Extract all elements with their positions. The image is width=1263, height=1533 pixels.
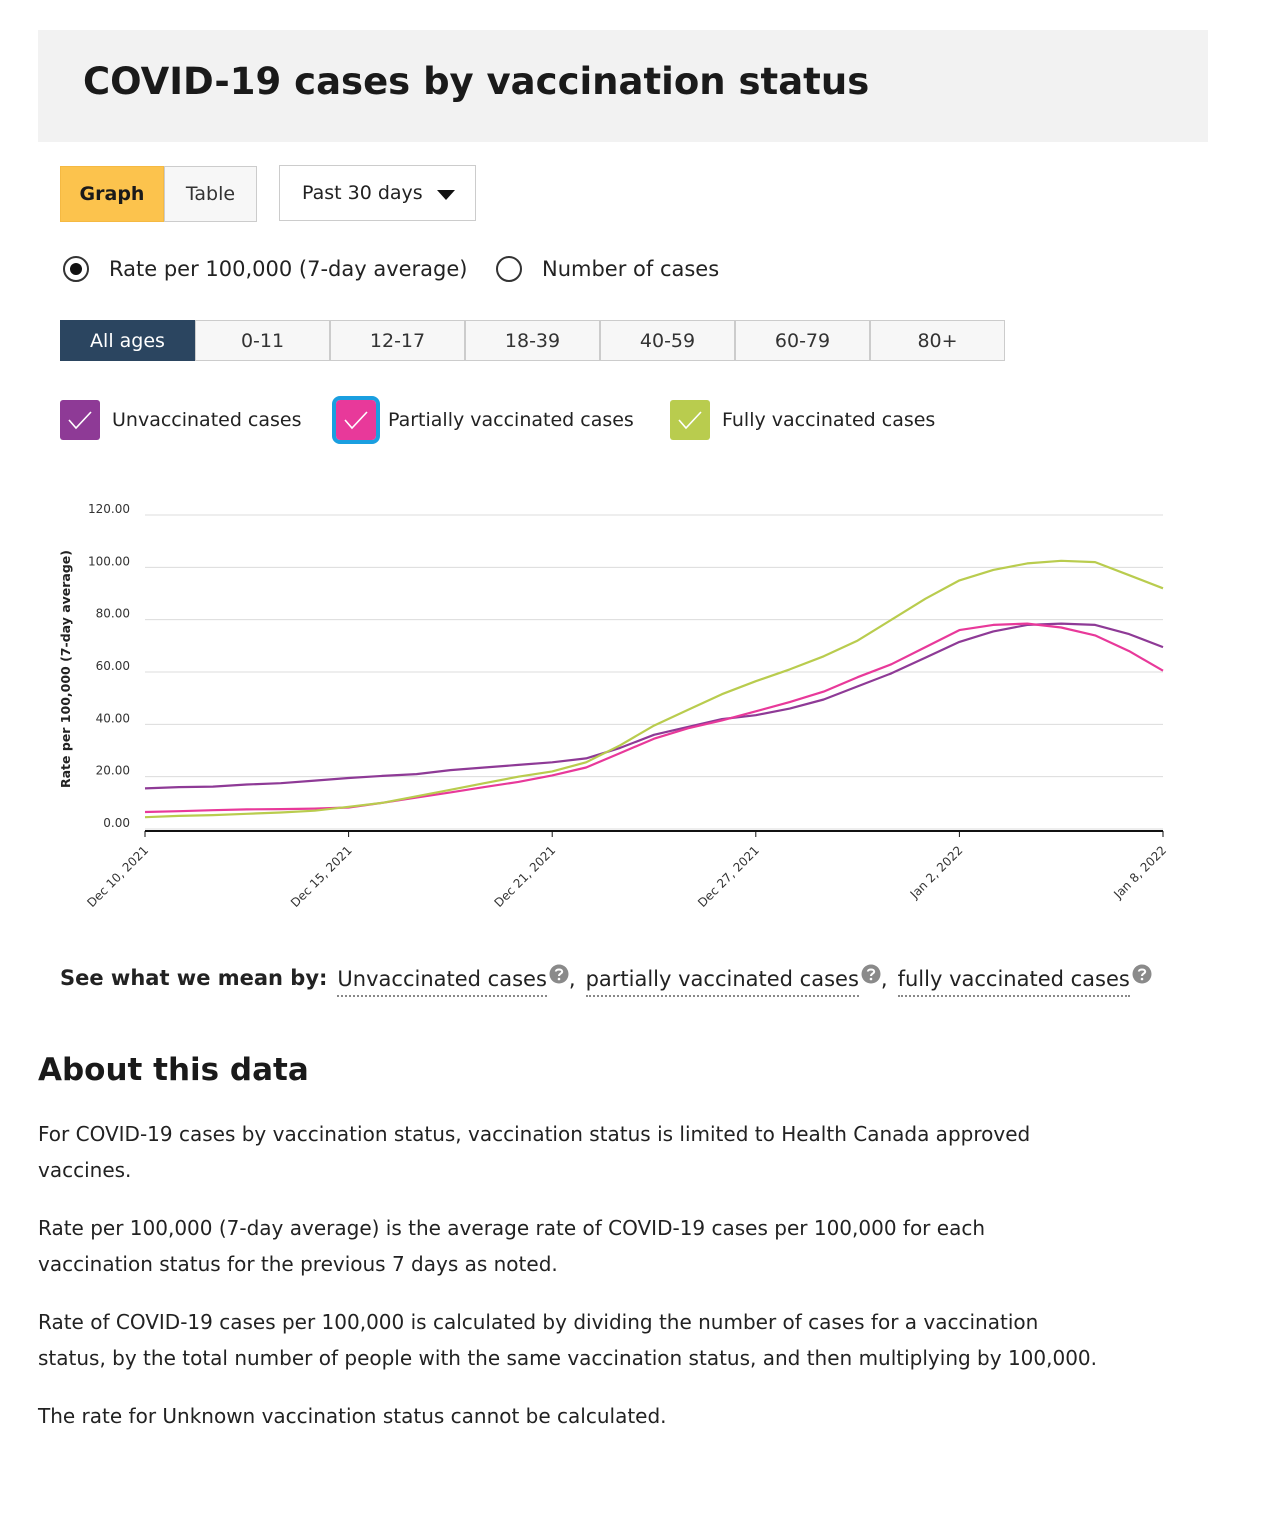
help-icon[interactable] <box>1132 964 1152 984</box>
definition-link[interactable]: Unvaccinated cases <box>337 967 547 997</box>
y-tick-label: 80.00 <box>96 607 130 621</box>
age-tab[interactable]: 0-11 <box>195 320 330 361</box>
age-tab[interactable]: 80+ <box>870 320 1005 361</box>
radio-label: Rate per 100,000 (7-day average) <box>109 257 468 281</box>
about-paragraph: The rate for Unknown vaccination status … <box>38 1404 667 1428</box>
legend-checkbox <box>670 400 710 440</box>
age-tab[interactable]: 12-17 <box>330 320 465 361</box>
table-button[interactable]: Table <box>164 166 257 222</box>
help-dot <box>557 977 561 981</box>
age-tab[interactable]: 60-79 <box>735 320 870 361</box>
check-mark <box>344 411 368 430</box>
help-icon[interactable] <box>549 964 569 984</box>
separator: , <box>880 967 888 991</box>
series-line <box>144 559 1164 819</box>
age-tab[interactable]: All ages <box>60 320 195 361</box>
help-glyph <box>1137 968 1147 977</box>
radio-label: Number of cases <box>542 257 720 281</box>
count-radio[interactable]: Number of cases <box>496 252 719 286</box>
page-title: COVID-19 cases by vaccination status <box>83 60 870 103</box>
legend-label: Partially vaccinated cases <box>388 409 634 431</box>
about-title: About this data <box>38 1052 309 1088</box>
legend-item[interactable]: Partially vaccinated cases <box>332 396 634 444</box>
legend-checkbox <box>60 400 100 440</box>
y-axis-label: Rate per 100,000 (7-day average) <box>58 550 73 788</box>
period-dropdown[interactable]: Past 30 days <box>279 165 476 221</box>
check-icon <box>678 411 702 430</box>
rate-radio[interactable]: Rate per 100,000 (7-day average) <box>63 252 468 286</box>
x-tick-label: Dec 21, 2021 <box>492 843 559 910</box>
about-paragraphs: For COVID-19 cases by vaccination status… <box>38 1116 1098 1434</box>
x-tick-label: Dec 27, 2021 <box>695 843 762 910</box>
about-paragraph: Rate per 100,000 (7-day average) is the … <box>38 1216 985 1276</box>
x-tick-label: Dec 10, 2021 <box>84 843 151 910</box>
x-tick-label: Jan 2, 2022 <box>907 843 966 902</box>
check-icon <box>344 411 368 430</box>
y-tick-label: 20.00 <box>96 764 130 778</box>
y-tick-label: 0.00 <box>103 816 130 830</box>
definition-links: Unvaccinated cases, partially vaccinated … <box>337 964 1152 997</box>
series-line <box>144 622 1164 790</box>
y-tick-label: 40.00 <box>96 711 130 725</box>
y-tick-label: 60.00 <box>96 659 130 673</box>
about-paragraph: Rate of COVID-19 cases per 100,000 is ca… <box>38 1310 1098 1370</box>
about-section: About this data For COVID-19 cases by va… <box>38 1052 1098 1456</box>
definition-link[interactable]: fully vaccinated cases <box>897 967 1130 997</box>
help-dot <box>869 977 873 981</box>
definition-link[interactable]: partially vaccinated cases <box>585 967 859 997</box>
series-line <box>144 622 1164 814</box>
help-glyph <box>554 968 564 977</box>
help-icon[interactable] <box>861 964 881 984</box>
legend-item[interactable]: Unvaccinated cases <box>60 400 302 440</box>
header: COVID-19 cases by vaccination status <box>38 30 1208 142</box>
definitions: See what we mean by: Unvaccinated cases,… <box>60 964 1152 1006</box>
y-tick-label: 100.00 <box>88 554 130 568</box>
legend-label: Fully vaccinated cases <box>722 409 936 431</box>
legend-label: Unvaccinated cases <box>112 409 302 431</box>
chart: Rate per 100,000 (7-day average) 0.00 20.… <box>58 502 1169 910</box>
y-tick-label: 120.00 <box>88 502 130 516</box>
help-dot <box>1140 977 1144 981</box>
x-tick-label: Dec 15, 2021 <box>288 843 355 910</box>
radio-dot <box>496 256 522 282</box>
dropdown-arrow <box>437 190 455 200</box>
x-tick-label: Jan 8, 2022 <box>1110 843 1169 902</box>
period-label: Past 30 days <box>302 182 423 204</box>
definitions-label: See what we mean by: <box>60 966 328 990</box>
age-tab[interactable]: 40-59 <box>600 320 735 361</box>
graph-button[interactable]: Graph <box>60 166 164 222</box>
check-mark <box>68 411 92 430</box>
legend-checkbox <box>332 396 380 444</box>
separator: , <box>568 967 576 991</box>
legend-item[interactable]: Fully vaccinated cases <box>670 400 935 440</box>
help-glyph <box>866 968 876 977</box>
about-paragraph: For COVID-19 cases by vaccination status… <box>38 1122 1031 1182</box>
check-icon <box>68 411 92 430</box>
age-tab[interactable]: 18-39 <box>465 320 600 361</box>
radio-dot <box>63 256 89 282</box>
check-mark <box>678 411 702 430</box>
